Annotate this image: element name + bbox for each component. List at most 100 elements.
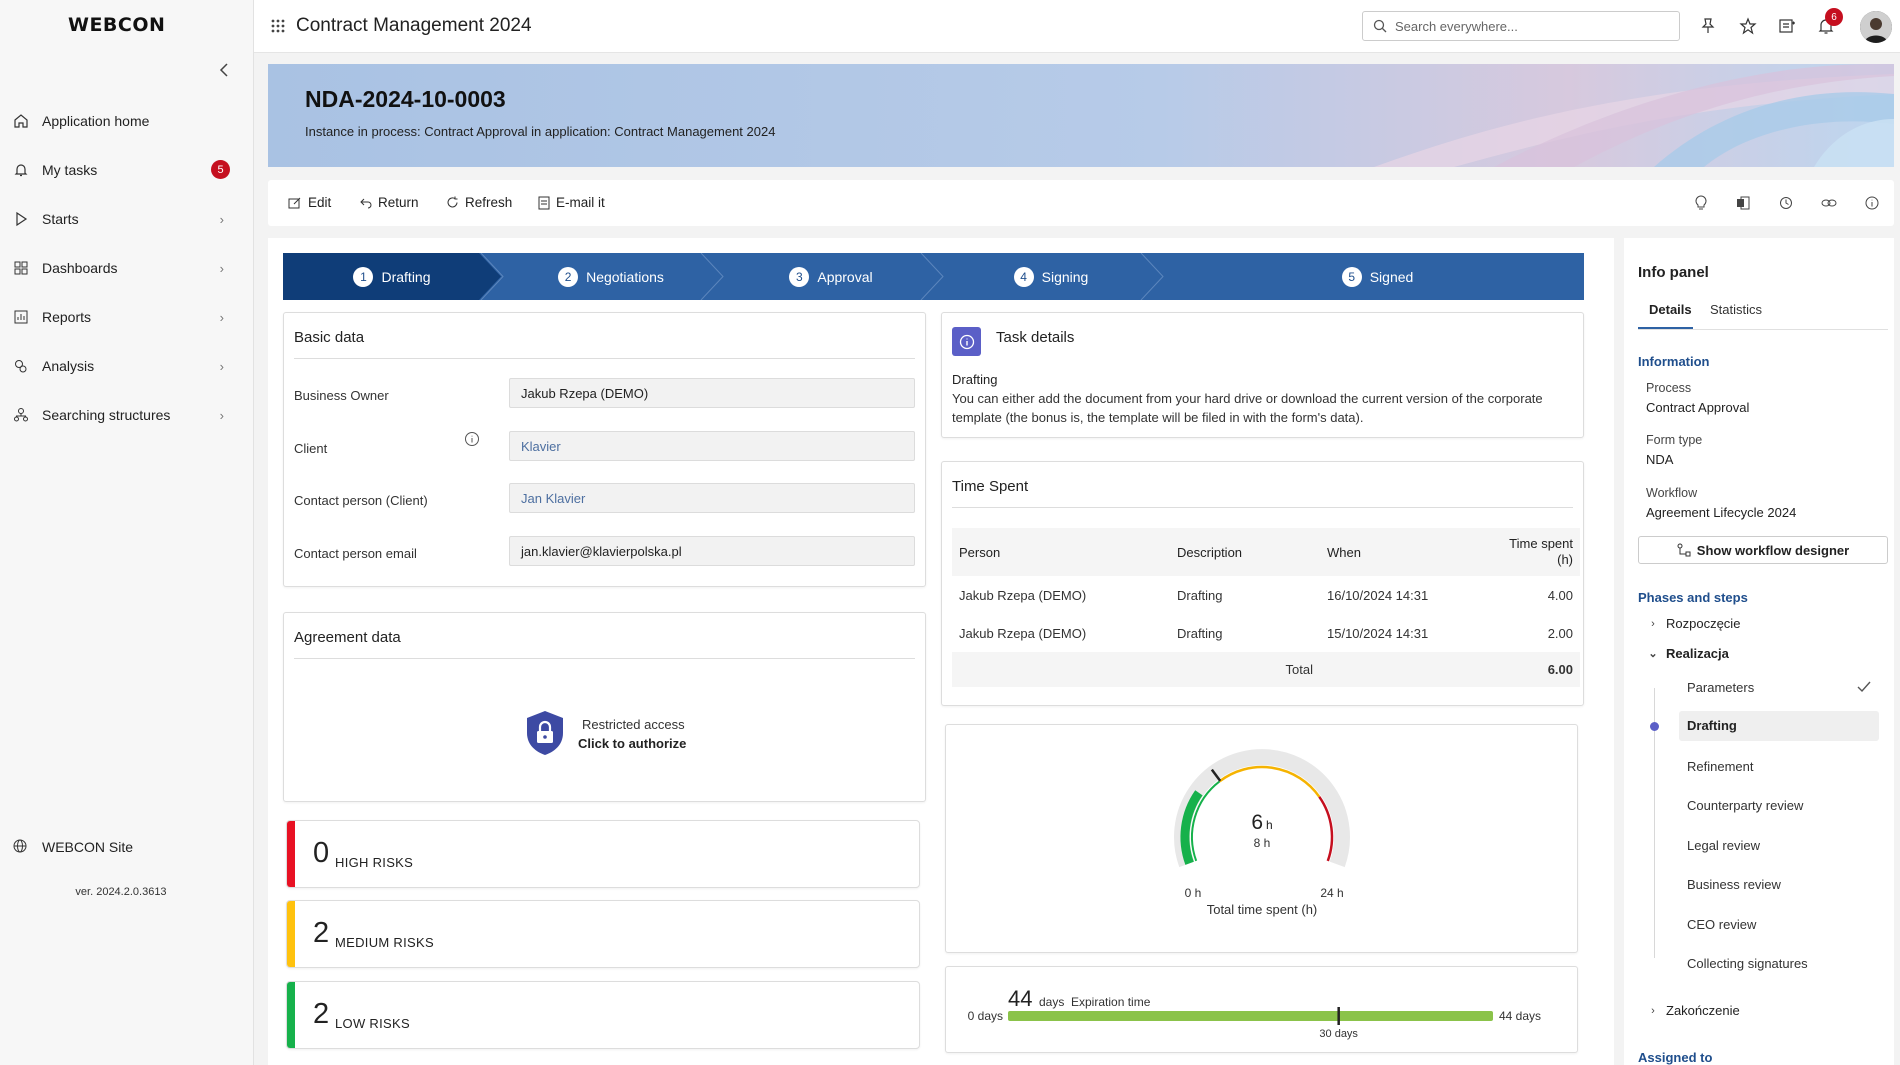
tab-details[interactable]: Details <box>1649 302 1692 317</box>
sidebar-item-reports[interactable]: Reports › <box>0 292 254 341</box>
sidebar-item-searching-structures[interactable]: Searching structures › <box>0 390 254 439</box>
structure-icon <box>12 406 30 424</box>
form-type-value: NDA <box>1646 452 1674 467</box>
avatar[interactable] <box>1860 11 1892 43</box>
contact-email-field[interactable]: jan.klavier@klavierpolska.pl <box>509 536 915 566</box>
info-icon[interactable] <box>1863 194 1881 212</box>
sidebar-item-my-tasks[interactable]: My tasks 5 <box>0 145 254 194</box>
sidebar-item-dashboards[interactable]: Dashboards › <box>0 243 254 292</box>
step-item-ceo-review[interactable]: CEO review <box>1687 917 1757 932</box>
gauge-green-band <box>1191 780 1221 862</box>
client-field[interactable]: Klavier <box>509 431 915 461</box>
version-text: ver. 2024.2.0.3613 <box>75 886 167 898</box>
process-steps: 1 Drafting 2 Negotiations 3 Approval 4 S… <box>283 253 1584 300</box>
table-row[interactable]: Jakub Rzepa (DEMO) Drafting 16/10/2024 1… <box>952 576 1580 614</box>
step-negotiations[interactable]: 2 Negotiations <box>501 253 721 300</box>
workflow-button-label: Show workflow designer <box>1696 542 1850 558</box>
column-header-time-spent[interactable]: Time spent (h) <box>1490 528 1580 576</box>
pin-icon[interactable] <box>1697 15 1719 37</box>
edit-button[interactable]: Edit <box>288 195 331 210</box>
email-button[interactable]: E-mail it <box>538 195 605 210</box>
chevron-right-icon: › <box>219 310 224 325</box>
total-value: 6.00 <box>1490 652 1580 687</box>
expiration-label: Expiration time <box>1071 995 1151 1009</box>
gauge-value-arc <box>1180 790 1203 865</box>
analysis-icon <box>12 357 30 375</box>
step-item-collecting-signatures[interactable]: Collecting signatures <box>1687 956 1808 971</box>
client-info-icon[interactable] <box>464 431 480 447</box>
cell-time: 2.00 <box>1547 625 1573 641</box>
step-item-legal-review[interactable]: Legal review <box>1687 838 1760 853</box>
medium-risks-tile[interactable]: 2 MEDIUM RISKS <box>286 900 920 968</box>
star-icon[interactable] <box>1737 15 1759 37</box>
step-item-counterparty-review[interactable]: Counterparty review <box>1687 798 1804 813</box>
sidebar-item-starts[interactable]: Starts › <box>0 194 254 243</box>
time-spent-table: Person Description When Time spent (h) J… <box>952 528 1580 687</box>
step-label: Drafting <box>381 268 431 285</box>
step-approval[interactable]: 3 Approval <box>721 253 941 300</box>
links-icon[interactable] <box>1820 194 1838 212</box>
sidebar-nav: Application home My tasks 5 Starts › Das… <box>0 96 254 439</box>
expiration-days-value: 44 <box>1008 986 1032 1011</box>
business-owner-field[interactable]: Jakub Rzepa (DEMO) <box>509 378 915 408</box>
word-export-icon[interactable] <box>1734 194 1752 212</box>
history-icon[interactable] <box>1777 194 1795 212</box>
svg-text:6h: 6h <box>1251 811 1272 834</box>
restricted-access-button[interactable]: Restricted access Click to authorize <box>524 709 694 759</box>
sidebar-item-application-home[interactable]: Application home <box>0 96 254 145</box>
phase-realizacja[interactable]: ⌄ Realizacja <box>1646 646 1728 661</box>
basic-data-card: Basic data Business Owner Jakub Rzepa (D… <box>283 312 926 587</box>
current-step-dot <box>1650 722 1659 731</box>
column-header-when[interactable]: When <box>1320 528 1490 576</box>
column-header-person[interactable]: Person <box>952 528 1170 576</box>
edit-icon <box>288 197 301 208</box>
refresh-button[interactable]: Refresh <box>446 195 512 210</box>
step-drafting[interactable]: 1 Drafting <box>283 253 501 300</box>
app-title[interactable]: Contract Management 2024 <box>296 15 532 36</box>
information-heading: Information <box>1638 354 1710 369</box>
high-risks-tile[interactable]: 0 HIGH RISKS <box>286 820 920 888</box>
info-panel-title: Info panel <box>1638 264 1709 281</box>
phases-heading: Phases and steps <box>1638 590 1748 605</box>
webcon-logo[interactable]: WEBCON <box>68 14 166 36</box>
low-risks-tile[interactable]: 2 LOW RISKS <box>286 981 920 1049</box>
expiration-progress-bar <box>1008 1011 1493 1021</box>
step-signed[interactable]: 5 Signed <box>1161 253 1584 300</box>
app-launcher-icon[interactable] <box>270 18 286 34</box>
show-workflow-designer-button[interactable]: Show workflow designer <box>1638 536 1888 564</box>
step-item-drafting[interactable]: Drafting <box>1679 711 1879 741</box>
sidebar-item-label: Analysis <box>42 357 95 374</box>
collapse-sidebar-icon[interactable] <box>215 60 235 80</box>
search-icon <box>1373 19 1387 33</box>
contact-person-field[interactable]: Jan Klavier <box>509 483 915 513</box>
edit-label: Edit <box>308 195 332 210</box>
step-signing[interactable]: 4 Signing <box>941 253 1161 300</box>
table-header-row: Person Description When Time spent (h) <box>952 528 1580 576</box>
info-icon <box>952 327 981 356</box>
click-to-authorize-text: Click to authorize <box>578 736 687 751</box>
column-header-description[interactable]: Description <box>1170 528 1320 576</box>
return-button[interactable]: Return <box>360 195 419 210</box>
step-label: Negotiations <box>586 268 664 285</box>
step-item-refinement[interactable]: Refinement <box>1687 759 1754 774</box>
low-risks-count: 2 <box>313 998 330 1030</box>
phase-zakonczenie[interactable]: › Zakończenie <box>1646 1003 1740 1018</box>
gauge-target-marker <box>1210 768 1222 782</box>
instance-banner: NDA-2024-10-0003 Instance in process: Co… <box>268 64 1894 167</box>
steps-timeline <box>1654 688 1655 958</box>
low-risks-label: LOW RISKS <box>335 1016 410 1031</box>
assigned-to-heading: Assigned to <box>1638 1050 1713 1065</box>
new-form-icon[interactable] <box>1776 15 1798 37</box>
search-input[interactable]: Search everywhere... <box>1362 11 1680 41</box>
step-item-parameters[interactable]: Parameters <box>1679 673 1879 703</box>
phase-rozpoczecie[interactable]: › Rozpoczęcie <box>1646 616 1740 631</box>
site-label: WEBCON Site <box>42 839 134 855</box>
step-item-business-review[interactable]: Business review <box>1687 877 1781 892</box>
sidebar-item-label: Application home <box>42 112 150 129</box>
lightbulb-icon[interactable] <box>1692 194 1710 212</box>
table-row[interactable]: Jakub Rzepa (DEMO) Drafting 15/10/2024 1… <box>952 614 1580 652</box>
tab-statistics[interactable]: Statistics <box>1710 302 1763 317</box>
total-row: Total 6.00 <box>952 652 1580 687</box>
webcon-site-link[interactable]: WEBCON Site <box>12 838 133 856</box>
sidebar-item-analysis[interactable]: Analysis › <box>0 341 254 390</box>
